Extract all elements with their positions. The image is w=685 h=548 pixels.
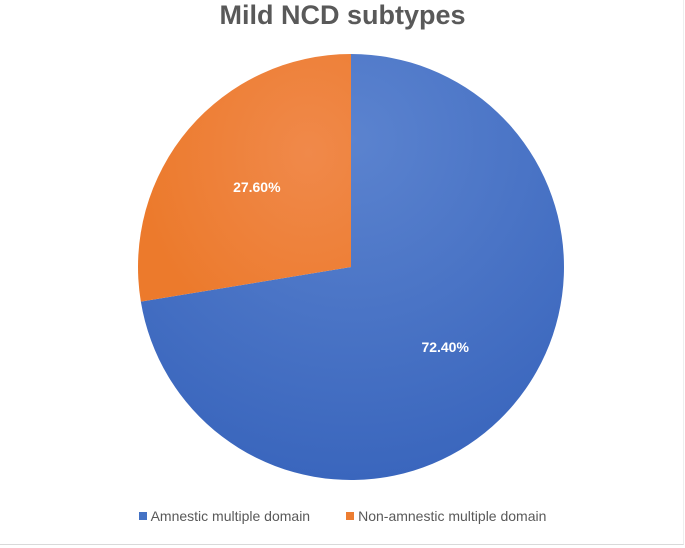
legend-swatch-orange (346, 512, 355, 520)
legend-label-amnestic: Amnestic multiple domain (150, 508, 311, 524)
pie-slice-amnestic-multiple-domain (140, 54, 565, 480)
pie-chart: 72.40% 27.60% (138, 54, 565, 480)
legend-swatch-blue (138, 512, 147, 520)
pie-slice-non-amnestic-multiple-domain (138, 54, 351, 302)
legend-item-amnestic: Amnestic multiple domain (138, 508, 311, 524)
data-label-amnestic-multiple-domain: 72.40% (421, 339, 469, 355)
chart-legend: Amnestic multiple domain Non-amnestic mu… (0, 508, 685, 524)
data-label-non-amnestic-multiple-domain: 27.60% (233, 179, 281, 195)
legend-label-non-amnestic: Non-amnestic multiple domain (358, 508, 547, 524)
legend-item-non-amnestic: Non-amnestic multiple domain (346, 508, 546, 524)
chart-title: Mild NCD subtypes (219, 0, 466, 30)
